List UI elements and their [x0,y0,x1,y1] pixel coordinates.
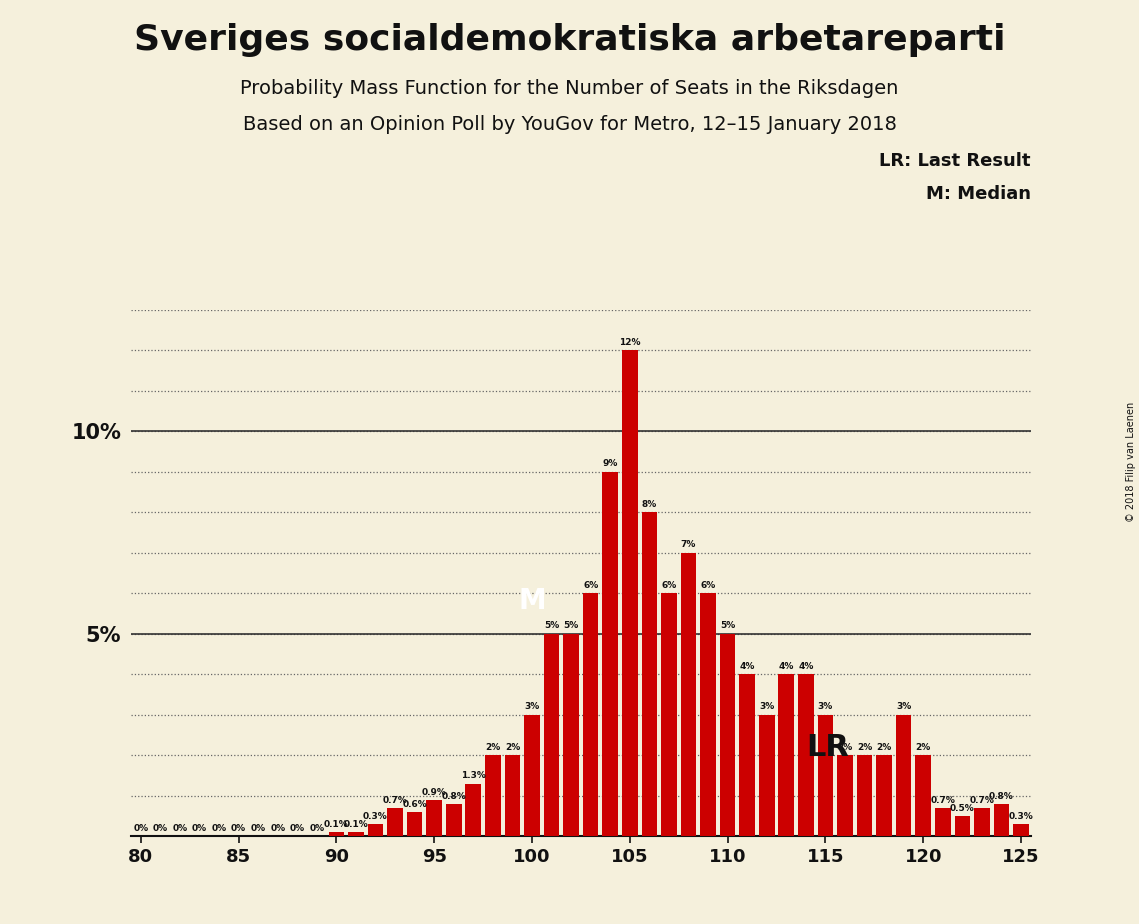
Bar [485,755,501,836]
Text: 3%: 3% [818,702,833,711]
Bar [349,833,363,836]
Text: 0%: 0% [191,824,207,833]
Bar [387,808,403,836]
Text: 6%: 6% [700,581,715,590]
Text: 0%: 0% [172,824,188,833]
Text: 0.9%: 0.9% [421,787,446,796]
Text: 3%: 3% [524,702,540,711]
Bar [876,755,892,836]
Bar [328,833,344,836]
Bar [368,824,384,836]
Bar [564,634,579,836]
Text: 0%: 0% [133,824,148,833]
Text: 2%: 2% [505,743,521,752]
Bar [935,808,951,836]
Bar [739,675,755,836]
Text: 0.1%: 0.1% [344,820,368,829]
Text: © 2018 Filip van Laenen: © 2018 Filip van Laenen [1126,402,1136,522]
Bar [446,804,461,836]
Text: M: M [518,588,546,615]
Bar [681,553,696,836]
Bar [759,714,775,836]
Text: 2%: 2% [916,743,931,752]
Text: 3%: 3% [896,702,911,711]
Bar [466,784,481,836]
Text: 8%: 8% [641,500,657,509]
Bar [622,350,638,836]
Bar [954,816,970,836]
Bar [720,634,736,836]
Bar [583,593,598,836]
Bar [778,675,794,836]
Text: 0%: 0% [289,824,305,833]
Text: 4%: 4% [739,662,755,671]
Text: 5%: 5% [544,622,559,630]
Bar [837,755,853,836]
Text: 6%: 6% [583,581,598,590]
Text: 0.7%: 0.7% [931,796,956,805]
Text: LR: LR [806,733,849,761]
Bar [524,714,540,836]
Text: 4%: 4% [798,662,813,671]
Bar [700,593,715,836]
Bar [603,471,618,836]
Bar [543,634,559,836]
Bar [993,804,1009,836]
Text: 9%: 9% [603,459,618,468]
Text: Probability Mass Function for the Number of Seats in the Riksdagen: Probability Mass Function for the Number… [240,79,899,98]
Text: 0.1%: 0.1% [323,820,349,829]
Bar [407,812,423,836]
Text: 0%: 0% [251,824,265,833]
Text: 0%: 0% [310,824,325,833]
Text: 5%: 5% [720,622,735,630]
Text: 3%: 3% [759,702,775,711]
Text: 2%: 2% [485,743,500,752]
Text: 4%: 4% [779,662,794,671]
Bar [661,593,677,836]
Text: 0.3%: 0.3% [1009,812,1033,821]
Text: 0.8%: 0.8% [442,792,466,800]
Text: 2%: 2% [877,743,892,752]
Text: 2%: 2% [857,743,872,752]
Text: 0%: 0% [270,824,285,833]
Text: 0.7%: 0.7% [383,796,408,805]
Text: 0.6%: 0.6% [402,799,427,808]
Bar [857,755,872,836]
Text: 0.8%: 0.8% [989,792,1014,800]
Text: Based on an Opinion Poll by YouGov for Metro, 12–15 January 2018: Based on an Opinion Poll by YouGov for M… [243,116,896,135]
Text: 0.7%: 0.7% [969,796,994,805]
Text: 0.5%: 0.5% [950,804,975,813]
Bar [916,755,931,836]
Text: 5%: 5% [564,622,579,630]
Text: 6%: 6% [662,581,677,590]
Text: 0%: 0% [212,824,227,833]
Text: 7%: 7% [681,541,696,550]
Bar [818,714,834,836]
Text: 12%: 12% [618,338,640,346]
Text: 0%: 0% [231,824,246,833]
Bar [974,808,990,836]
Text: LR: Last Result: LR: Last Result [879,152,1031,170]
Text: 1.3%: 1.3% [461,772,485,780]
Bar [505,755,521,836]
Bar [426,800,442,836]
Bar [895,714,911,836]
Bar [1014,824,1029,836]
Text: M: Median: M: Median [926,185,1031,202]
Text: Sveriges socialdemokratiska arbetareparti: Sveriges socialdemokratiska arbetarepart… [133,23,1006,57]
Text: 0.3%: 0.3% [363,812,388,821]
Bar [798,675,813,836]
Bar [641,512,657,836]
Text: 2%: 2% [837,743,853,752]
Text: 0%: 0% [153,824,167,833]
